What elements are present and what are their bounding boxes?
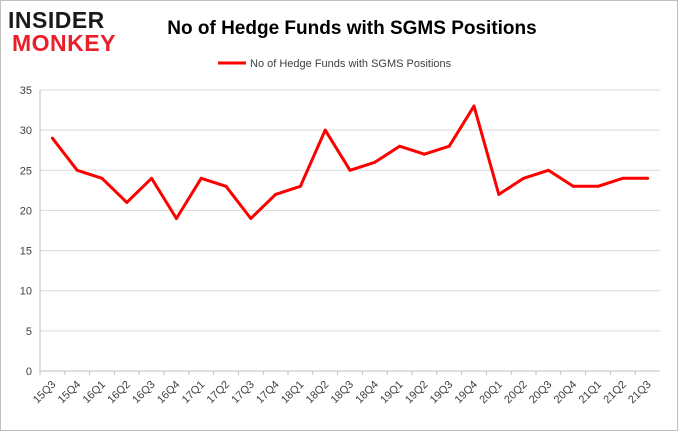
y-tick-label: 30: [20, 125, 32, 137]
x-tick-label: 19Q1: [378, 379, 406, 407]
series-line: [51, 104, 648, 220]
data-point: [497, 192, 501, 196]
x-tick-label: 16Q1: [81, 379, 109, 407]
x-tick-label: 19Q3: [428, 379, 456, 407]
data-point: [100, 176, 104, 180]
y-tick-label: 5: [26, 326, 32, 338]
data-point: [522, 176, 526, 180]
insider-monkey-logo: INSIDER MONKEY: [8, 7, 116, 56]
x-tick-label: 18Q2: [304, 379, 332, 407]
data-point: [274, 192, 278, 196]
x-tick-label: 16Q4: [155, 379, 183, 407]
y-axis-ticks: 0 5 10 15 20 25 30 35: [20, 85, 32, 378]
x-tick-label: 18Q3: [329, 379, 357, 407]
data-point: [174, 216, 178, 220]
x-axis-ticks: 15Q315Q416Q116Q216Q316Q417Q117Q217Q317Q4…: [31, 371, 654, 406]
x-tick-label: 15Q3: [31, 379, 59, 407]
x-tick-label: 20Q2: [502, 379, 530, 407]
data-point: [546, 168, 550, 172]
series-group: [50, 104, 650, 220]
data-point: [125, 200, 129, 204]
legend: No of Hedge Funds with SGMS Positions: [218, 58, 452, 70]
data-point: [75, 168, 79, 172]
x-tick-label: 18Q4: [353, 379, 381, 407]
data-point: [621, 176, 625, 180]
data-point: [398, 144, 402, 148]
data-point: [596, 184, 600, 188]
data-point: [323, 128, 327, 132]
x-tick-label: 15Q4: [56, 379, 84, 407]
y-tick-label: 15: [20, 246, 32, 258]
data-point: [646, 176, 650, 180]
x-tick-label: 21Q3: [626, 379, 654, 407]
x-tick-label: 19Q4: [453, 379, 481, 407]
y-tick-label: 10: [20, 286, 32, 298]
x-tick-label: 21Q2: [601, 379, 629, 407]
y-tick-label: 35: [20, 85, 32, 97]
data-point: [298, 184, 302, 188]
data-point: [50, 136, 54, 140]
gridlines: [39, 89, 660, 372]
x-tick-label: 20Q1: [477, 379, 505, 407]
chart-title: No of Hedge Funds with SGMS Positions: [167, 18, 536, 39]
legend-label: No of Hedge Funds with SGMS Positions: [250, 58, 452, 70]
x-tick-label: 16Q2: [105, 379, 133, 407]
y-tick-label: 0: [26, 366, 32, 378]
logo-line-1: INSIDER: [8, 7, 105, 33]
data-point: [348, 168, 352, 172]
x-tick-label: 21Q1: [577, 379, 605, 407]
x-tick-label: 20Q4: [552, 379, 580, 407]
data-point: [447, 144, 451, 148]
x-tick-label: 17Q2: [205, 379, 233, 407]
x-tick-label: 20Q3: [527, 379, 555, 407]
x-tick-label: 19Q2: [403, 379, 431, 407]
data-point: [199, 176, 203, 180]
data-point: [249, 216, 253, 220]
logo-line-2: MONKEY: [12, 30, 116, 56]
y-tick-label: 25: [20, 165, 32, 177]
x-tick-label: 16Q3: [130, 379, 158, 407]
data-point: [150, 176, 154, 180]
x-tick-label: 17Q4: [254, 379, 282, 407]
data-point: [373, 160, 377, 164]
data-point: [224, 184, 228, 188]
data-point: [422, 152, 426, 156]
data-point: [472, 104, 476, 108]
x-tick-label: 17Q3: [229, 379, 257, 407]
x-tick-label: 18Q1: [279, 379, 307, 407]
y-tick-label: 20: [20, 205, 32, 217]
data-point: [571, 184, 575, 188]
x-tick-label: 17Q1: [180, 379, 208, 407]
